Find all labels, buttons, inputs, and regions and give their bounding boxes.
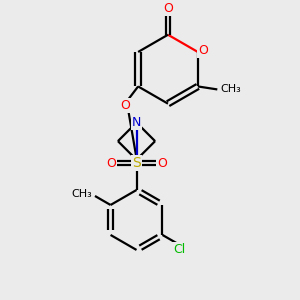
- Text: O: O: [157, 157, 167, 169]
- Text: O: O: [120, 99, 130, 112]
- Text: O: O: [163, 2, 173, 15]
- Text: CH₃: CH₃: [220, 84, 241, 94]
- Text: N: N: [132, 116, 141, 129]
- Text: S: S: [132, 156, 141, 170]
- Text: O: O: [106, 157, 116, 169]
- Text: Cl: Cl: [173, 243, 186, 256]
- Text: CH₃: CH₃: [72, 190, 93, 200]
- Text: O: O: [198, 44, 208, 57]
